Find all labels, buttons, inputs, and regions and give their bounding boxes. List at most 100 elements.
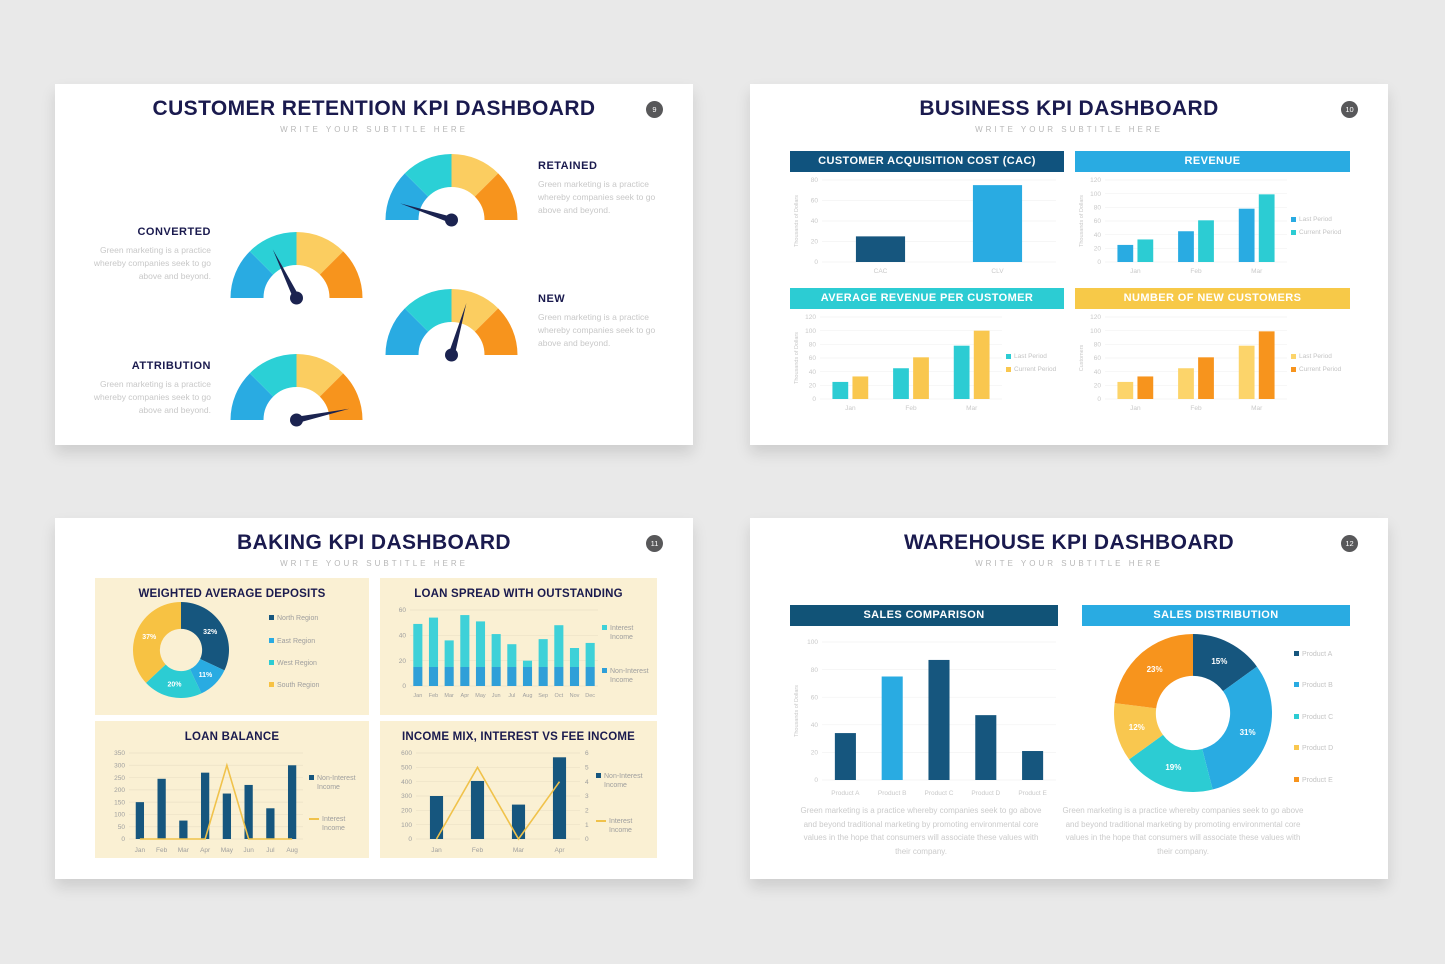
legend-revenue: Last Period Current Period [1291,174,1349,280]
bar-chart-revenue: 0 20 40 60 80 100 120 Thousands of Dollars Jan Fe… [1075,174,1291,280]
legend-item: Last Period [1291,216,1349,225]
bar-chart-cac: 0 20 40 60 80 Thousands of Dollars CAC CLV [790,174,1064,280]
legend-item: Product A [1294,650,1358,659]
legend-label: Current Period [1014,366,1057,373]
gauge-description: Green marketing is a practice whereby co… [538,312,656,349]
legend-square-swatch [269,660,274,665]
panel-loanbalance: LOAN BALANCE 0 50 100 150 200 250 300 350 Jan Feb… [95,721,369,858]
svg-text:Product C: Product C [925,790,954,797]
legend-item: Product C [1294,713,1358,722]
svg-text:Jul: Jul [266,847,275,854]
svg-text:2: 2 [585,808,589,815]
legend-label: Non-Interest Income [604,772,643,790]
gauge-attribution [228,350,365,430]
svg-text:Thousands of Dollars: Thousands of Dollars [794,332,800,384]
legend-item: South Region [269,681,339,690]
svg-text:Mar: Mar [178,847,190,854]
page-subtitle: WRITE YOUR SUBTITLE HERE [280,559,468,568]
legend-square-swatch [1291,217,1296,223]
legend-item: Product B [1294,681,1358,690]
page-number-badge: 12 [1341,535,1358,552]
svg-text:Apr: Apr [554,847,565,854]
svg-text:120: 120 [805,314,816,321]
panel-loanspread: LOAN SPREAD WITH OUTSTANDING 0 20 40 60 Jan F… [380,578,657,715]
legend-label: North Region [277,615,319,623]
svg-text:Feb: Feb [1190,268,1202,275]
legend-label: Product B [1302,682,1333,690]
svg-text:Sep: Sep [538,693,548,699]
page-subtitle: WRITE YOUR SUBTITLE HERE [280,125,468,134]
svg-text:Product A: Product A [831,790,860,797]
svg-text:Dec: Dec [585,693,595,699]
svg-text:Thousands of Dollars: Thousands of Dollars [794,195,800,247]
svg-text:60: 60 [1094,218,1102,225]
panel-title-deposits: WEIGHTED AVERAGE DEPOSITS [138,588,326,600]
svg-text:100: 100 [1090,328,1101,335]
slide-customer-retention: CUSTOMER RETENTION KPI DASHBOARD WRITE Y… [55,84,693,445]
svg-text:200: 200 [401,808,412,815]
svg-text:1: 1 [585,822,589,829]
svg-text:200: 200 [114,787,125,794]
chart-newcust: 0 20 40 60 80 100 120 Customers Jan Feb Mar Last P… [1075,311,1350,417]
svg-text:0: 0 [812,396,816,403]
svg-text:Jan: Jan [135,847,146,854]
svg-text:100: 100 [807,639,818,646]
legend-label: Product E [1302,776,1333,784]
bar-chart-arpc: 0 20 40 60 80 100 120 Thousands of Dollars Jan Fe… [790,311,1006,417]
legend-square-swatch [1006,354,1011,360]
legend-label: East Region [277,637,316,645]
legend-item: Interest Income [596,817,652,836]
legend-item: Product D [1294,744,1358,753]
svg-text:350: 350 [114,750,125,757]
svg-text:0: 0 [585,836,589,843]
legend-square-swatch [269,615,274,621]
chart-revenue: 0 20 40 60 80 100 120 Thousands of Dollars Jan Fe… [1075,174,1350,280]
footer-text-right: Green marketing is a practice whereby co… [1062,806,1304,856]
legend-label: Product D [1302,745,1334,753]
legend-deposits: North Region East Region West Region South … [269,614,339,691]
panel-header-salesdist: SALES DISTRIBUTION [1082,605,1350,626]
legend-label: Current Period [1299,229,1342,236]
gauge-description: Green marketing is a practice whereby co… [93,379,211,416]
legend-item: Last Period [1291,353,1349,362]
svg-text:Feb: Feb [905,405,917,412]
svg-text:300: 300 [114,762,125,769]
svg-text:Product E: Product E [1018,790,1047,797]
legend-square-swatch [1294,682,1299,688]
svg-text:40: 40 [1094,369,1102,376]
svg-text:3: 3 [585,793,589,800]
svg-text:Thousands of Dollars: Thousands of Dollars [794,685,800,737]
dual-axis-chart-incomemix: 0 100 200 300 400 500 600 0 1 2 3 4 5 6 Jan Feb Mar Apr [388,745,596,862]
svg-text:100: 100 [401,822,412,829]
gauge-description: Green marketing is a practice whereby co… [538,179,656,216]
svg-text:300: 300 [401,793,412,800]
slide-warehouse-kpi: WAREHOUSE KPI DASHBOARD WRITE YOUR SUBTI… [750,518,1388,879]
legend-item: West Region [269,659,339,668]
svg-text:11%: 11% [199,672,213,679]
legend-arpc: Last Period Current Period [1006,311,1064,417]
legend-loanbalance: Non-Interest Income Interest Income [309,774,365,834]
svg-text:Aug: Aug [286,847,298,854]
gauge-description: Green marketing is a practice whereby co… [93,245,211,282]
svg-text:23%: 23% [1147,665,1163,674]
gauge-label: RETAINED [538,160,598,172]
chart-arpc: 0 20 40 60 80 100 120 Thousands of Dollars Jan Fe… [790,311,1064,417]
panel-header-salescomp: SALES COMPARISON [790,605,1058,626]
svg-text:20: 20 [1094,246,1102,253]
chart-salescomp: 0 20 40 60 80 100 Thousands of Dollars Product … [790,632,1058,802]
panel-incomemix: INCOME MIX, INTEREST VS FEE INCOME 0 100 2… [380,721,657,858]
svg-text:Mar: Mar [1251,405,1263,412]
gauge-caption-retained: RETAINED Green marketing is a practice w… [538,160,656,218]
svg-text:CLV: CLV [991,268,1004,275]
panel-title-incomemix: INCOME MIX, INTEREST VS FEE INCOME [402,731,635,743]
svg-text:Customers: Customers [1079,344,1085,371]
svg-text:May: May [475,693,486,699]
svg-text:80: 80 [1094,205,1102,212]
svg-text:5: 5 [585,765,589,772]
svg-text:0: 0 [408,836,412,843]
svg-text:Feb: Feb [1190,405,1202,412]
svg-text:150: 150 [114,799,125,806]
svg-text:20: 20 [811,239,819,246]
legend-salesdist: Product A Product B Product C Product D Prod… [1294,650,1358,785]
legend-label: Interest Income [609,817,633,834]
